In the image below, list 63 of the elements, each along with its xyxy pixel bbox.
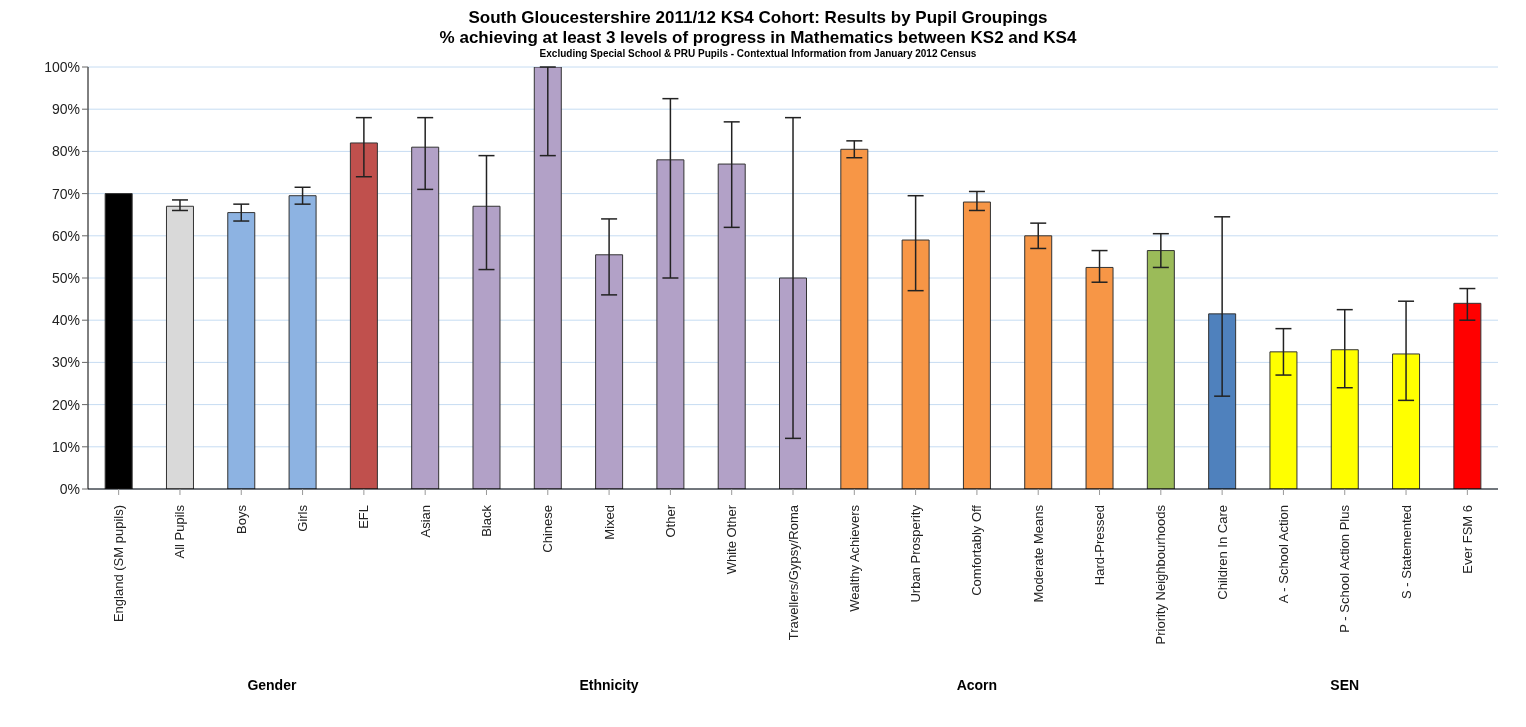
x-tick-label: S - Statemented [1398, 505, 1414, 599]
bar [1330, 349, 1359, 489]
x-tick-label: Other [662, 504, 678, 538]
text: Ethnicity [578, 677, 640, 693]
bar [288, 195, 317, 489]
x-tick-label: Travellers/Gypsy/Roma [785, 504, 801, 641]
bar [1208, 313, 1237, 489]
text: Acorn [955, 677, 999, 693]
x-tick-label: White Other [724, 504, 740, 575]
x-tick-label: P - School Action Plus [1337, 504, 1353, 633]
text: Excluding Special School & PRU Pupils - Contextual Information from January 2012 Census [538, 48, 978, 59]
y-tick-label: 40% [51, 312, 80, 329]
x-tick-label: Priority Neighbourhoods [1153, 504, 1169, 645]
bar [1392, 353, 1421, 489]
x-tick-label: Asian [417, 505, 433, 538]
y-tick-label: 10% [51, 438, 80, 455]
x-tick-label: Urban Prosperity [908, 504, 924, 603]
bar [165, 205, 194, 489]
bar [1085, 266, 1114, 489]
chart-subtitle: % achieving at least 3 levels of progress in Mathematics between KS2 and KS4 [438, 28, 1078, 48]
y-tick-label: 100% [44, 58, 80, 75]
text: Gender [246, 677, 298, 693]
bar [1146, 250, 1175, 489]
x-tick-label: Black [478, 504, 494, 537]
bar [656, 159, 685, 489]
x-tick-label: Comfortably Off [969, 504, 985, 596]
y-tick-label: 0% [59, 480, 80, 497]
x-tick-label: Wealthy Achievers [846, 504, 862, 612]
x-tick-label: Chinese [540, 505, 556, 553]
bar [779, 277, 808, 489]
bar [472, 205, 501, 489]
y-tick-label: 90% [51, 101, 80, 118]
x-tick-label: Mixed [601, 505, 617, 540]
x-tick-label: Girls [295, 504, 311, 532]
x-tick-label: Hard-Pressed [1092, 505, 1108, 586]
y-tick-label: 70% [51, 185, 80, 202]
y-tick-label: 20% [51, 396, 80, 413]
text: SEN [1329, 677, 1361, 693]
bar [840, 148, 869, 489]
bar [1453, 302, 1482, 489]
bar [533, 67, 562, 489]
bar [1024, 235, 1053, 489]
bar [901, 239, 930, 489]
x-tick-label: Boys [233, 504, 249, 534]
y-tick-label: 30% [51, 354, 80, 371]
bar [962, 201, 991, 489]
x-tick-label: Ever FSM 6 [1459, 505, 1475, 574]
x-tick-label: England (SM pupils) [111, 505, 127, 623]
x-tick-label: All Pupils [172, 504, 188, 559]
x-tick-label: A - School Action [1275, 505, 1291, 604]
y-tick-label: 80% [51, 143, 80, 160]
bar [717, 163, 746, 489]
x-tick-label: Children In Care [1214, 505, 1230, 600]
bar [227, 212, 256, 489]
bar [595, 254, 624, 489]
bar [349, 142, 378, 489]
x-tick-label: EFL [356, 505, 372, 529]
y-tick-label: 50% [51, 269, 80, 286]
bar [411, 146, 440, 489]
chart-title: South Gloucestershire 2011/12 KS4 Cohort: Results by Pupil Groupings [467, 8, 1049, 28]
x-tick-label: Moderate Means [1030, 504, 1046, 603]
bar [1269, 351, 1298, 489]
y-tick-label: 60% [51, 227, 80, 244]
